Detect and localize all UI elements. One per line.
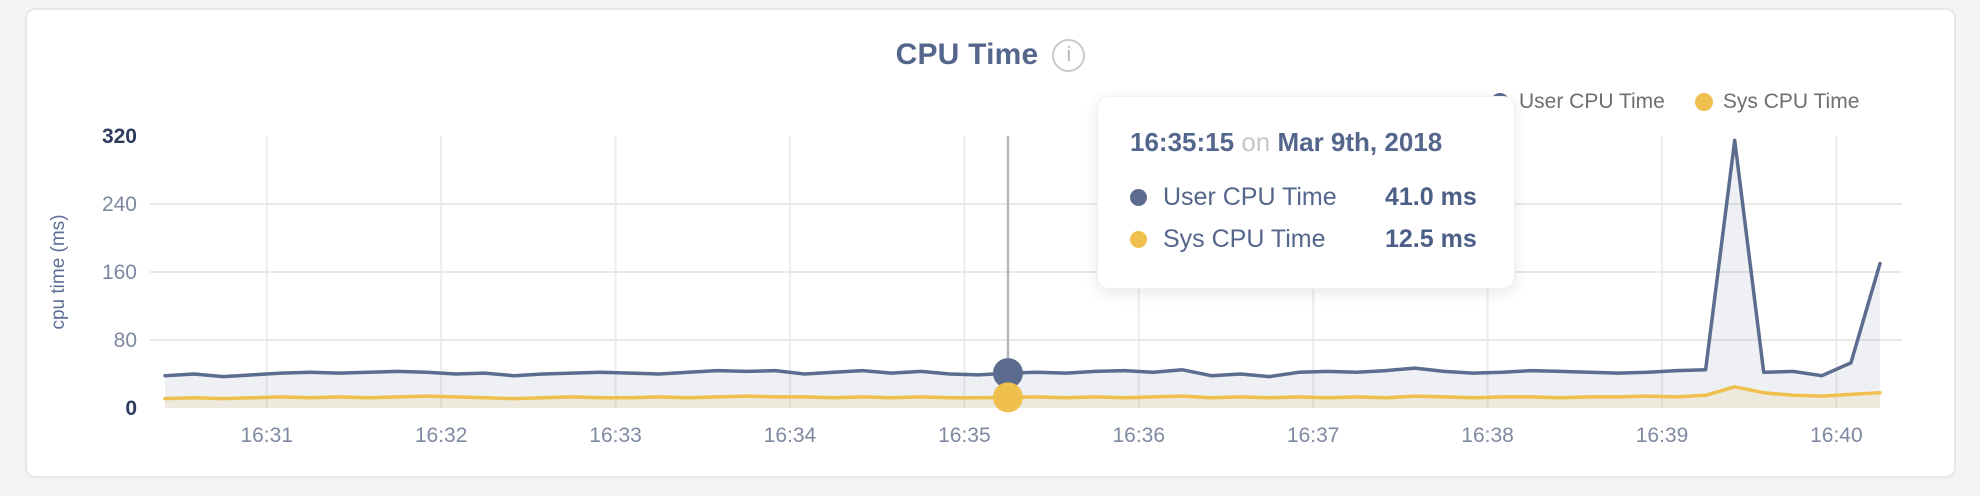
tooltip-series-label: User CPU Time xyxy=(1163,182,1337,211)
highlight-point xyxy=(992,358,1023,389)
x-tick-label: 16:36 xyxy=(1112,424,1165,447)
y-tick-label: 80 xyxy=(114,329,137,352)
x-tick-label: 16:34 xyxy=(764,424,817,447)
series-lines xyxy=(163,138,1882,401)
legend-item-sys-cpu-time[interactable]: Sys CPU Time xyxy=(1694,90,1860,114)
legend-label: Sys CPU Time xyxy=(1722,90,1860,113)
tooltip-time: 16:35:15 xyxy=(1130,127,1235,157)
x-tick-label: 16:39 xyxy=(1636,424,1689,447)
tooltip-timestamp: 16:35:15 on Mar 9th, 2018 xyxy=(1130,127,1484,158)
series-area xyxy=(165,140,1880,409)
y-tick-label: 320 xyxy=(102,125,137,148)
tooltip-series-label: Sys CPU Time xyxy=(1163,224,1326,253)
sys-series-dot-icon xyxy=(1130,230,1147,248)
legend-label: User CPU Time xyxy=(1519,90,1665,113)
tooltip-row-sys: Sys CPU Time 12.5 ms xyxy=(1130,218,1484,260)
chart-header: CPU Time i xyxy=(27,38,1954,72)
x-tick-label: 16:31 xyxy=(240,424,293,447)
cpu-time-card: CPU Time i User CPU Time Sys CPU Time xyxy=(25,8,1956,478)
tooltip-date: Mar 9th, 2018 xyxy=(1277,127,1443,157)
y-axis-labels: 0 80 160 240 320 xyxy=(102,125,137,420)
y-axis-title: cpu time (ms) xyxy=(48,214,69,329)
x-tick-label: 16:32 xyxy=(415,424,468,447)
series-line xyxy=(163,138,1882,379)
x-tick-label: 16:40 xyxy=(1810,424,1863,447)
chart-tooltip: 16:35:15 on Mar 9th, 2018 User CPU Time … xyxy=(1097,96,1515,289)
y-tick-label: 0 xyxy=(125,397,137,420)
highlight-point xyxy=(992,382,1023,413)
x-tick-label: 16:37 xyxy=(1287,424,1340,447)
series-areas xyxy=(165,140,1880,409)
tooltip-row-user: User CPU Time 41.0 ms xyxy=(1130,176,1484,218)
x-tick-label: 16:33 xyxy=(589,424,642,447)
tooltip-series-value: 12.5 ms xyxy=(1385,224,1477,253)
tooltip-separator: on xyxy=(1241,127,1271,157)
x-tick-label: 16:38 xyxy=(1461,424,1514,447)
y-tick-label: 160 xyxy=(102,261,137,284)
user-series-dot-icon xyxy=(1130,188,1147,206)
chart-title: CPU Time xyxy=(895,38,1039,71)
highlight-markers xyxy=(992,358,1023,413)
x-tick-label: 16:35 xyxy=(938,424,991,447)
tooltip-series-value: 41.0 ms xyxy=(1385,182,1477,211)
info-icon[interactable]: i xyxy=(1052,38,1086,72)
x-axis-labels: 16:31 16:32 16:33 16:34 16:35 16:36 16:37 16:38… xyxy=(240,424,1862,447)
sys-series-dot-icon xyxy=(1694,93,1713,111)
y-tick-label: 240 xyxy=(102,193,137,216)
grid-lines xyxy=(150,136,1902,408)
